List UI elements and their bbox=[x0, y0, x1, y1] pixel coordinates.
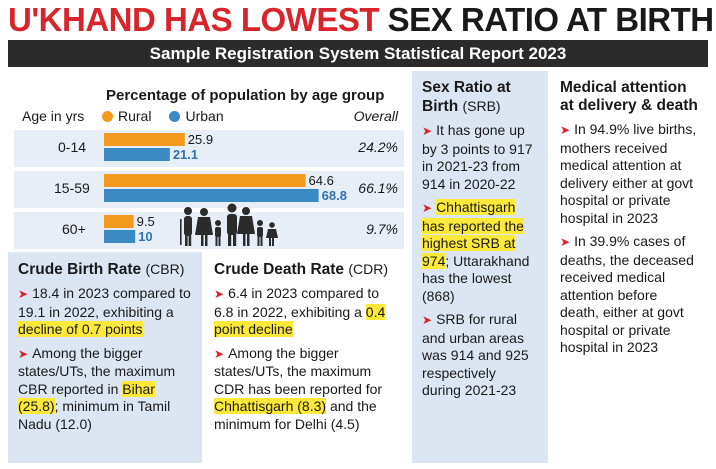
srb-b2-post: ; Uttarakhand has the lowest (868) bbox=[422, 252, 530, 304]
population-chart-panel: Percentage of population by age group Ag… bbox=[8, 71, 410, 251]
srb-b3-text: SRB for rural and urban areas was 914 an… bbox=[422, 311, 529, 398]
category-label-1: 15-59 bbox=[54, 180, 90, 196]
arrow-bullet-icon: ➤ bbox=[560, 123, 571, 137]
arrow-bullet-icon: ➤ bbox=[18, 346, 29, 361]
bar-rural-0 bbox=[104, 133, 185, 146]
legend-urban-swatch bbox=[169, 110, 181, 122]
legend-urban-label: Urban bbox=[185, 108, 224, 124]
headline: U'KHAND HAS LOWEST SEX RATIO AT BIRTH bbox=[8, 2, 714, 38]
overall-value-0: 24.2% bbox=[358, 139, 398, 155]
headline-dark: SEX RATIO AT BIRTH bbox=[387, 1, 714, 38]
bar-urban-0 bbox=[104, 148, 170, 161]
cbr-bullet-2: ➤ Among the bigger states/UTs, the maximu… bbox=[18, 345, 192, 434]
cbr-panel: Crude Birth Rate (CBR) ➤ 18.4 in 2023 com… bbox=[8, 252, 202, 463]
srb-abbr: (SRB) bbox=[462, 98, 501, 114]
legend-urban: Urban bbox=[169, 108, 224, 124]
legend-rural: Rural bbox=[102, 108, 151, 124]
cbr-b2-text: Among the bigger states/UTs, the maximum… bbox=[18, 344, 176, 397]
overall-value-2: 9.7% bbox=[366, 221, 398, 237]
chart-legend: Rural Urban bbox=[102, 108, 236, 124]
arrow-bullet-icon: ➤ bbox=[214, 287, 225, 301]
row-band-0 bbox=[14, 130, 404, 167]
overall-header: Overall bbox=[353, 108, 398, 124]
bar-label-rural-1: 64.6 bbox=[309, 173, 334, 188]
cdr-bullet-1: ➤ 6.4 in 2023 compared to 6.8 in 2022, ex… bbox=[214, 285, 400, 339]
category-label-0: 0-14 bbox=[58, 139, 87, 155]
arrow-bullet-icon: ➤ bbox=[560, 235, 571, 249]
family-silhouette-icon bbox=[180, 203, 278, 246]
bar-urban-2 bbox=[104, 230, 136, 243]
cbr-b1-highlight: decline of 0.7 points bbox=[18, 321, 143, 337]
arrow-bullet-icon: ➤ bbox=[18, 287, 29, 301]
bar-label-rural-2: 9.5 bbox=[137, 214, 155, 229]
overall-value-1: 66.1% bbox=[358, 180, 398, 196]
bar-urban-1 bbox=[104, 189, 319, 202]
cbr-title: Crude Birth Rate (CBR) bbox=[18, 260, 192, 279]
cbr-bullet-1: ➤ 18.4 in 2023 compared to 19.1 in 2022, … bbox=[18, 285, 192, 339]
cbr-b2-post: ; minimum in Tamil Nadu (12.0) bbox=[18, 398, 171, 432]
medical-b1-text: In 94.9% live births, mothers received m… bbox=[560, 121, 697, 226]
cbr-title-text: Crude Birth Rate bbox=[18, 261, 142, 278]
cdr-panel: Crude Death Rate (CDR) ➤ 6.4 in 2023 comp… bbox=[204, 252, 410, 463]
cdr-b2-text: Among the bigger states/UTs, the maximum… bbox=[214, 344, 383, 397]
bar-rural-1 bbox=[104, 174, 306, 187]
medical-panel: Medical attention at delivery & death ➤ I… bbox=[550, 71, 708, 463]
cdr-b2-post: and the minimum for Delhi (4.5) bbox=[214, 398, 377, 432]
srb-title-text: Sex Ratio at Birth bbox=[422, 79, 511, 115]
srb-bullet-3: ➤ SRB for rural and urban areas was 914 a… bbox=[422, 311, 538, 400]
bar-rural-2 bbox=[104, 215, 134, 228]
cdr-title-text: Crude Death Rate bbox=[214, 261, 345, 278]
srb-bullet-2: ➤ Chhattisgarh has reported the highest S… bbox=[422, 199, 538, 305]
bar-label-urban-0: 21.1 bbox=[173, 147, 198, 162]
medical-b2-text: In 39.9% cases of deaths, the deceased r… bbox=[560, 233, 694, 355]
medical-title: Medical attention at delivery & death bbox=[560, 79, 698, 114]
legend-rural-label: Rural bbox=[118, 108, 152, 124]
bar-label-urban-1: 68.8 bbox=[322, 188, 347, 203]
srb-title: Sex Ratio at Birth (SRB) bbox=[422, 79, 538, 116]
report-banner: Sample Registration System Statistical R… bbox=[8, 40, 708, 67]
cdr-abbr: (CDR) bbox=[348, 261, 389, 277]
cdr-bullet-2: ➤ Among the bigger states/UTs, the maximu… bbox=[214, 345, 400, 434]
cdr-title: Crude Death Rate (CDR) bbox=[214, 260, 400, 279]
headline-red: U'KHAND HAS LOWEST bbox=[8, 1, 380, 38]
srb-panel: Sex Ratio at Birth (SRB) ➤ It has gone up… bbox=[412, 71, 548, 463]
cbr-abbr: (CBR) bbox=[145, 261, 185, 277]
bar-chart-svg: 25.921.1 64.668.8 9.510 bbox=[104, 132, 347, 244]
arrow-bullet-icon: ➤ bbox=[422, 201, 433, 215]
srb-bullet-1: ➤ It has gone up by 3 points to 917 in 20… bbox=[422, 122, 538, 193]
bar-label-rural-0: 25.9 bbox=[188, 132, 213, 147]
arrow-bullet-icon: ➤ bbox=[214, 346, 225, 361]
cdr-b2-highlight: Chhattisgarh (8.3) bbox=[214, 398, 327, 414]
cbr-b1-text: 18.4 in 2023 compared to 19.1 in 2022, e… bbox=[18, 285, 191, 320]
arrow-bullet-icon: ➤ bbox=[422, 313, 433, 327]
cdr-b1-text: 6.4 in 2023 compared to 6.8 in 2022, exh… bbox=[214, 285, 380, 320]
medical-bullet-2: ➤ In 39.9% cases of deaths, the deceased … bbox=[560, 233, 698, 357]
bar-label-urban-2: 10 bbox=[138, 229, 152, 244]
arrow-bullet-icon: ➤ bbox=[422, 124, 433, 138]
srb-b1-text: It has gone up by 3 points to 917 in 202… bbox=[422, 122, 533, 192]
legend-rural-swatch bbox=[102, 110, 113, 122]
medical-bullet-1: ➤ In 94.9% live births, mothers received … bbox=[560, 121, 698, 227]
category-label-2: 60+ bbox=[62, 221, 86, 237]
age-axis-label: Age in yrs bbox=[22, 108, 85, 124]
chart-title: Percentage of population by age group bbox=[106, 87, 385, 104]
